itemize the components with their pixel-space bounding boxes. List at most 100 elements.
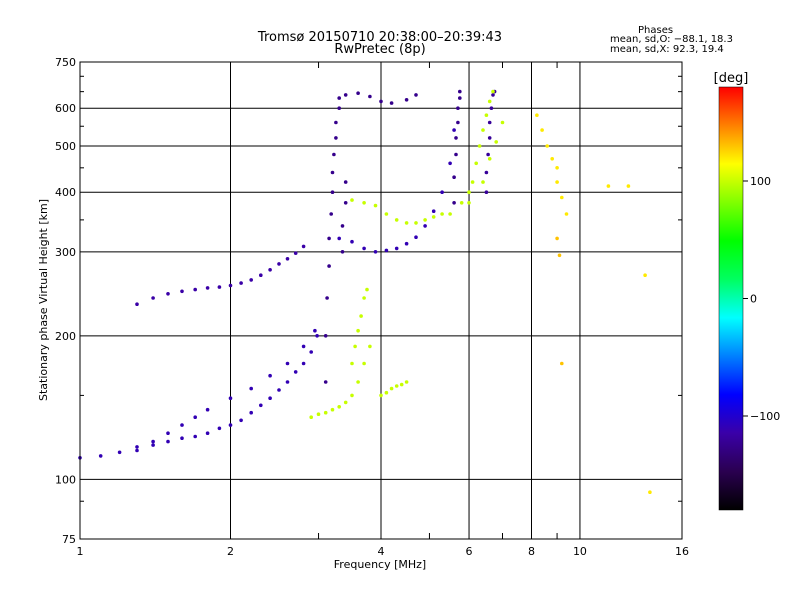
data-point xyxy=(440,212,444,216)
data-point xyxy=(343,400,348,405)
data-point xyxy=(448,161,452,166)
data-point xyxy=(329,212,334,216)
data-point xyxy=(228,283,233,288)
data-point xyxy=(365,287,369,292)
data-point xyxy=(330,407,335,412)
data-point xyxy=(487,99,492,104)
data-point xyxy=(350,239,354,244)
data-point xyxy=(440,190,444,194)
x-tick-label: 8 xyxy=(528,545,535,558)
data-point xyxy=(477,144,482,148)
data-point xyxy=(337,106,342,110)
data-point xyxy=(356,91,360,95)
data-point xyxy=(399,382,404,387)
data-point xyxy=(277,262,281,266)
y-axis-label: Stationary phase Virtual Height [km] xyxy=(37,199,50,401)
data-point xyxy=(205,407,210,412)
data-point xyxy=(494,140,499,144)
data-point xyxy=(560,361,564,366)
data-point xyxy=(327,264,331,268)
data-point xyxy=(228,423,233,427)
data-point xyxy=(487,157,492,161)
x-tick-label: 1 xyxy=(77,545,84,558)
data-point xyxy=(337,405,342,409)
data-point xyxy=(327,236,331,241)
data-point xyxy=(323,410,328,415)
data-point xyxy=(456,120,460,125)
data-point xyxy=(301,244,306,249)
data-point xyxy=(481,128,485,132)
x-axis-ticks: 1 2 4 6 8 10 16 xyxy=(77,62,689,558)
data-point xyxy=(394,246,399,251)
data-point xyxy=(135,302,139,307)
data-point xyxy=(356,380,360,384)
data-point xyxy=(491,93,495,97)
data-point xyxy=(268,373,272,378)
data-point xyxy=(557,253,562,258)
data-point xyxy=(315,334,319,338)
data-point xyxy=(356,328,360,333)
data-point xyxy=(205,286,210,290)
data-point xyxy=(325,296,329,300)
y-tick-label: 500 xyxy=(55,140,76,153)
data-point xyxy=(414,93,418,97)
data-point xyxy=(362,246,366,251)
y-axis-ticks: 75 100 200 300 400 500 600 750 xyxy=(55,56,682,546)
x-tick-label: 6 xyxy=(466,545,473,558)
data-point xyxy=(606,184,611,188)
data-point xyxy=(384,212,389,216)
y-tick-label: 300 xyxy=(55,246,76,259)
data-point xyxy=(193,287,197,292)
data-point xyxy=(467,201,471,205)
stats-line-o: mean, sd,O: −88.1, 18.3 xyxy=(610,34,733,45)
plot-frame xyxy=(79,61,683,540)
data-point xyxy=(555,166,559,170)
y-tick-label: 750 xyxy=(55,56,76,69)
data-point xyxy=(560,195,564,200)
data-point xyxy=(343,180,348,184)
data-point xyxy=(353,344,357,349)
data-point xyxy=(98,454,103,458)
data-point xyxy=(337,96,342,100)
stats-heading: Phases xyxy=(638,25,673,36)
data-point xyxy=(117,450,122,455)
data-point xyxy=(135,448,139,453)
data-point xyxy=(535,113,539,117)
data-point xyxy=(452,201,456,205)
y-tick-label: 400 xyxy=(55,186,76,199)
data-point xyxy=(448,212,452,216)
data-point xyxy=(458,89,462,94)
data-point xyxy=(431,209,436,213)
data-point xyxy=(239,281,243,285)
colorbar xyxy=(718,86,744,511)
colorbar-tick-label: −100 xyxy=(750,410,780,423)
data-point xyxy=(151,296,155,300)
data-point xyxy=(500,120,505,125)
data-point xyxy=(268,396,272,401)
data-point xyxy=(362,296,366,300)
data-point xyxy=(330,190,335,194)
data-point xyxy=(217,426,222,431)
data-point xyxy=(217,285,222,289)
colorbar-label: [deg] xyxy=(714,71,749,86)
data-point xyxy=(404,241,409,246)
data-point xyxy=(334,120,338,125)
data-point xyxy=(350,393,354,398)
data-point xyxy=(259,273,263,278)
data-point xyxy=(555,236,559,241)
data-point xyxy=(180,289,184,294)
data-point xyxy=(394,384,399,388)
y-tick-label: 200 xyxy=(55,330,76,343)
data-point xyxy=(491,89,495,94)
data-point xyxy=(166,439,170,444)
data-point xyxy=(249,410,253,415)
data-point xyxy=(293,370,298,374)
data-point xyxy=(379,393,383,398)
data-point xyxy=(350,361,354,366)
data-point xyxy=(486,152,490,157)
data-point xyxy=(487,120,492,125)
data-point xyxy=(474,161,479,166)
data-point xyxy=(459,201,464,205)
data-point xyxy=(487,136,492,140)
data-point xyxy=(368,344,372,349)
